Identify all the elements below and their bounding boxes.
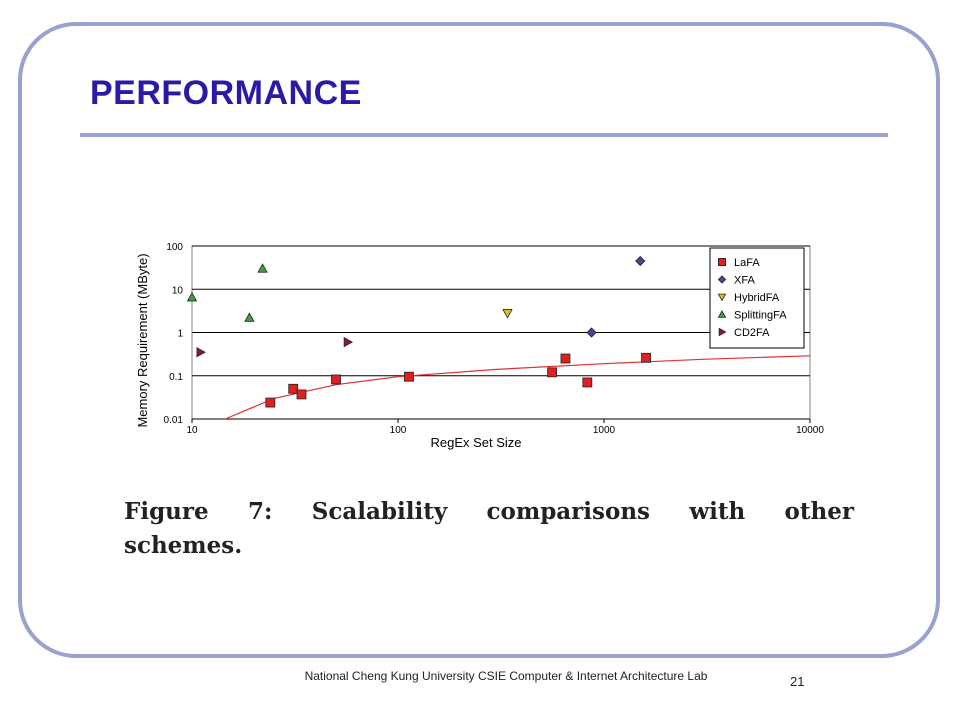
y-axis-title: Memory Requirement (MByte)	[135, 253, 150, 427]
x-tick-label: 10000	[796, 425, 824, 436]
legend-label: SplittingFA	[734, 310, 787, 322]
y-tick-label: 100	[166, 242, 183, 253]
caption-word: 7:	[247, 498, 273, 525]
legend-label: LaFA	[734, 257, 760, 269]
title-underline	[80, 133, 888, 137]
slide-title: PERFORMANCE	[90, 74, 362, 112]
x-axis-title: RegEx Set Size	[430, 435, 521, 450]
lafa-point	[582, 377, 593, 388]
xfa-point	[586, 327, 597, 338]
hybridfa-point	[502, 309, 513, 319]
footer-text: National Cheng Kung University CSIE Comp…	[304, 669, 708, 683]
x-tick-label: 100	[390, 425, 407, 436]
lafa-point	[296, 389, 307, 400]
lafa-point	[547, 367, 558, 378]
legend-marker	[717, 293, 727, 302]
caption-line-1: Figure 7: Scalability comparisons with o…	[124, 495, 854, 529]
lafa-point	[265, 397, 276, 408]
x-tick-label: 1000	[593, 425, 616, 436]
xfa-point	[635, 255, 646, 267]
caption-word: other	[784, 498, 854, 525]
lafa-point	[331, 374, 341, 385]
slide-frame	[18, 22, 940, 658]
caption-word: Scalability	[311, 498, 448, 525]
lafa-point	[560, 353, 571, 364]
caption-word: with	[689, 498, 746, 525]
legend-marker	[717, 275, 727, 284]
splittingfa-point	[186, 292, 198, 302]
caption-word: Figure	[124, 498, 209, 525]
caption-word: comparisons	[486, 498, 650, 525]
figure-caption: Figure 7: Scalability comparisons with o…	[124, 495, 854, 563]
y-tick-label: 10	[172, 285, 184, 296]
x-tick-label: 10	[186, 425, 198, 436]
legend-marker	[717, 310, 727, 318]
cd2fa-point	[343, 336, 354, 348]
y-tick-label: 0.01	[164, 415, 184, 426]
lafa-point	[288, 383, 299, 394]
caption-line-2: schemes.	[124, 532, 243, 559]
cd2fa-point	[196, 347, 206, 358]
lafa-point	[404, 371, 414, 382]
legend-label: XFA	[734, 275, 755, 287]
splittingfa-point	[244, 312, 255, 322]
lafa-point	[641, 352, 651, 363]
legend-label: CD2FA	[734, 327, 770, 339]
legend-label: HybridFA	[734, 292, 780, 304]
y-tick-label: 1	[177, 329, 183, 340]
trend-line	[224, 355, 811, 420]
legend-marker	[718, 327, 727, 337]
page-number: 21	[790, 674, 805, 689]
splittingfa-point	[257, 263, 268, 273]
y-tick-label: 0.1	[169, 372, 183, 383]
legend-marker	[718, 257, 727, 266]
